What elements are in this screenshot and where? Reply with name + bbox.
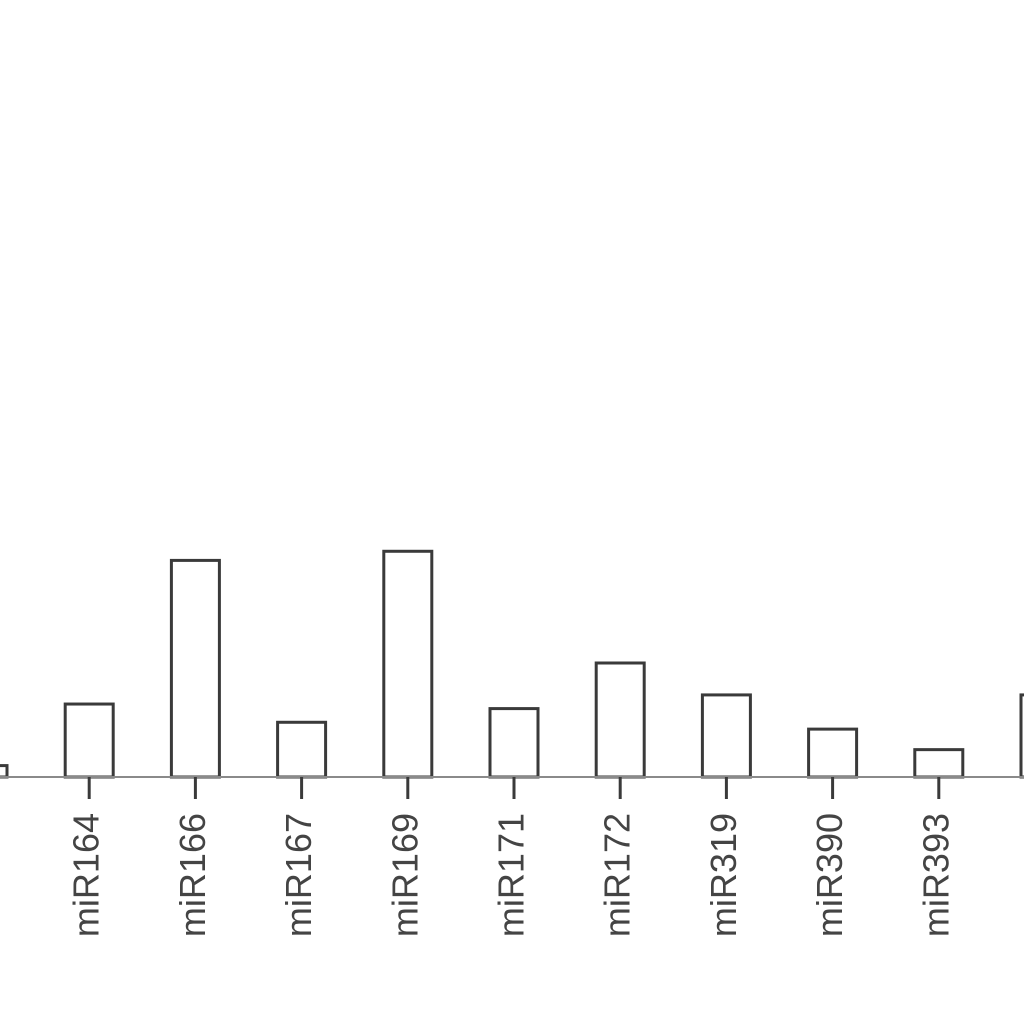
bar-mir171 (488, 707, 540, 779)
x-tick-label-mir394: miR394 (1022, 813, 1024, 937)
x-tick-label-mir169: miR169 (384, 813, 425, 937)
x-tick-label-mir390: miR390 (809, 813, 850, 937)
bar-mir166 (169, 558, 221, 779)
x-tick-label-mir171: miR171 (491, 813, 532, 937)
bar-series (0, 549, 1024, 779)
bar-mir169 (382, 549, 434, 779)
x-tick-label-mir167: miR167 (278, 813, 319, 937)
x-tick-label-mir172: miR172 (597, 813, 638, 937)
x-axis-tick-labels: miR162 miR164 miR166 miR167 miR169 miR171 miR1… (0, 813, 1024, 937)
x-tick-label-mir393: miR393 (915, 813, 956, 937)
bar-mir172 (594, 661, 646, 779)
bar-mir393 (913, 748, 965, 779)
bar-mir167 (276, 720, 328, 779)
bar-mir164 (63, 702, 115, 779)
x-tick-label-mir166: miR166 (172, 813, 213, 937)
bar-mir394 (1019, 693, 1024, 779)
x-tick-label-mir164: miR164 (66, 813, 107, 937)
bar-mir162 (0, 764, 9, 779)
x-tick-label-mir319: miR319 (703, 813, 744, 937)
x-tick-label-mir162: miR162 (0, 813, 1, 937)
bar-mir319 (700, 693, 752, 779)
x-axis-ticks (87, 777, 941, 799)
bar-mir390 (807, 727, 859, 779)
